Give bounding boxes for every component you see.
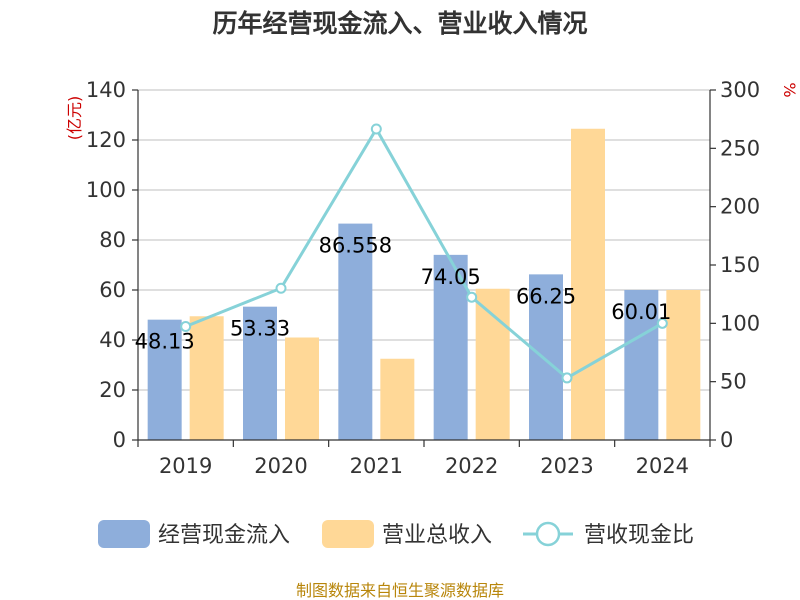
x-tick-label: 2021 (350, 454, 403, 478)
right-tick-label: 0 (720, 428, 733, 452)
right-tick-label: 200 (720, 195, 760, 219)
grid (138, 89, 710, 391)
source-note: 制图数据来自恒生聚源数据库 (296, 581, 504, 600)
legend-swatch-cash-inflow (98, 520, 150, 548)
left-tick-label: 40 (99, 328, 126, 352)
legend-label-total-revenue: 营业总收入 (382, 523, 492, 548)
right-axis-unit: % (780, 82, 799, 97)
bar-total-revenue (475, 288, 510, 440)
bar-cash-inflow (529, 274, 563, 440)
right-tick-label: 50 (720, 370, 747, 394)
legend-swatch-total-revenue (322, 520, 374, 548)
ratio-point (180, 320, 192, 332)
cash-inflow-value-label: 48.13 (135, 330, 195, 354)
ratio-point (656, 317, 668, 329)
left-tick-label: 100 (86, 178, 126, 202)
bar-cash-inflow (433, 254, 468, 440)
left-tick-label: 20 (99, 378, 126, 402)
legend-label-cash-inflow: 经营现金流入 (158, 523, 290, 548)
x-tick-label: 2020 (254, 454, 307, 478)
cash-inflow-value-label: 74.05 (421, 265, 481, 289)
left-tick-label: 80 (99, 228, 126, 252)
left-tick-label: 60 (99, 278, 126, 302)
x-tick-label: 2023 (540, 454, 593, 478)
chart-title: 历年经营现金流入、营业收入情况 (212, 9, 587, 38)
right-tick-label: 150 (720, 253, 760, 277)
ratio-line (185, 125, 664, 380)
ratio-point (466, 291, 478, 303)
bar-cash-inflow (243, 306, 277, 440)
bar-total-revenue (571, 128, 605, 440)
ratio-line-group (180, 123, 668, 384)
left-tick-label: 120 (86, 128, 126, 152)
cash-inflow-value-label: 66.25 (516, 284, 576, 308)
bar-total-revenue (380, 358, 415, 440)
bar-total-revenue (666, 290, 701, 440)
legend-marker-ratio (535, 521, 561, 547)
cash-inflow-value-label: 86.558 (319, 234, 392, 258)
cash-inflow-value-label: 60.01 (611, 300, 671, 324)
axes: 0 20 40 60 80 100 120 140 0 50 100 150 200 250 300 2019… (86, 78, 760, 478)
x-tick-label: 2019 (159, 454, 212, 478)
x-tick-label: 2024 (636, 454, 689, 478)
bar-cash-inflow (147, 319, 182, 440)
left-axis-unit: (亿元) (65, 96, 84, 141)
bar-cash-inflow (624, 289, 659, 440)
ratio-point (370, 123, 382, 135)
x-tick-label: 2022 (445, 454, 498, 478)
right-tick-label: 100 (720, 311, 760, 335)
ratio-point (275, 282, 287, 294)
legend: 经营现金流入 营业总收入 营收现金比 (98, 520, 694, 548)
left-tick-label: 140 (86, 78, 126, 102)
left-tick-label: 0 (113, 428, 126, 452)
data-labels: 48.13 53.33 86.558 74.05 66.25 60.01 (135, 234, 672, 354)
cash-inflow-value-label: 53.33 (230, 317, 290, 341)
bars (147, 128, 701, 440)
bar-cash-inflow (338, 223, 373, 440)
right-tick-label: 250 (720, 136, 760, 160)
legend-label-ratio: 营收现金比 (584, 523, 694, 548)
ratio-point (561, 372, 573, 384)
bar-total-revenue (189, 316, 224, 440)
bar-total-revenue (285, 337, 319, 440)
right-tick-label: 300 (720, 78, 760, 102)
